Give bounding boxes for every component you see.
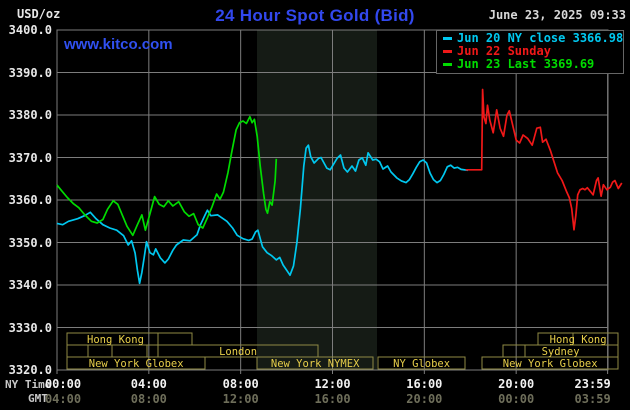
x-axis-ny-time-label: NY Time bbox=[5, 378, 52, 391]
session-label: Hong Kong bbox=[549, 334, 607, 346]
session-label: Sydney bbox=[541, 346, 580, 358]
session-box bbox=[481, 356, 619, 370]
x-axis-label-ny: 04:00 bbox=[130, 377, 167, 391]
session-box bbox=[256, 356, 374, 370]
x-axis-label-gmt: 08:00 bbox=[130, 392, 167, 406]
y-axis-label: 3400.0 bbox=[8, 23, 52, 37]
legend-label: Jun 23 Last 3369.69 bbox=[457, 57, 595, 71]
y-axis-label: 3360.0 bbox=[8, 193, 52, 207]
x-axis-label-ny: 00:00 bbox=[44, 377, 82, 391]
y-axis-label: 3380.0 bbox=[8, 108, 52, 122]
x-axis-label-gmt: 03:59 bbox=[574, 392, 611, 406]
x-axis-label-ny: 08:00 bbox=[222, 377, 259, 391]
x-axis-label-gmt: 04:00 bbox=[44, 392, 82, 406]
y-axis-label: 3350.0 bbox=[8, 235, 52, 250]
x-axis-label-gmt: 00:00 bbox=[498, 392, 535, 406]
x-axis-label-gmt: 12:00 bbox=[222, 392, 259, 406]
session-label: Hong Kong bbox=[87, 334, 144, 346]
legend-row: Jun 20 NY close 3366.98 bbox=[441, 32, 623, 45]
x-axis-label-ny: 12:00 bbox=[314, 377, 351, 391]
session-box bbox=[87, 344, 113, 358]
session-box bbox=[111, 344, 148, 358]
series-line-green bbox=[56, 115, 278, 237]
x-axis-gmt-label: GMT bbox=[28, 392, 48, 405]
x-axis-label-ny: 20:00 bbox=[498, 377, 535, 391]
y-axis-label: 3320.0 bbox=[8, 363, 52, 377]
legend-line-swatch-icon bbox=[443, 37, 452, 40]
series-line-cyan bbox=[56, 144, 469, 285]
x-axis-label-ny: 23:59 bbox=[574, 377, 611, 391]
plot-border bbox=[56, 29, 609, 371]
kitco-watermark-link[interactable]: www.kitco.com bbox=[64, 36, 173, 53]
y-axis-unit-label: USD/oz bbox=[17, 7, 61, 21]
session-label: New York Globex bbox=[88, 358, 184, 370]
session-label: London bbox=[219, 346, 258, 358]
session-label: New York NYMEX bbox=[270, 358, 360, 370]
legend-line-swatch-icon bbox=[443, 63, 452, 66]
series-line-red bbox=[465, 88, 623, 231]
chart-timestamp: June 23, 2025 09:33 bbox=[488, 8, 626, 22]
x-axis-label-gmt: 20:00 bbox=[406, 392, 443, 406]
session-label: NY Globex bbox=[393, 358, 451, 370]
legend: Jun 20 NY close 3366.98 Jun 22 Sunday Jun … bbox=[436, 30, 624, 74]
x-axis-label-ny: 16:00 bbox=[406, 377, 443, 391]
session-box bbox=[66, 344, 89, 358]
session-box bbox=[157, 344, 319, 358]
session-label: New York Globex bbox=[502, 358, 598, 370]
y-axis-label: 3330.0 bbox=[8, 320, 52, 335]
legend-line-swatch-icon bbox=[443, 50, 452, 53]
page-title: 24 Hour Spot Gold (Bid) bbox=[215, 6, 415, 25]
legend-label: Jun 22 Sunday bbox=[457, 44, 551, 58]
x-axis-label-gmt: 16:00 bbox=[314, 392, 351, 406]
y-axis-label: 3340.0 bbox=[8, 278, 52, 292]
legend-row: Jun 22 Sunday bbox=[441, 45, 623, 58]
session-box bbox=[377, 356, 466, 370]
y-axis-label: 3390.0 bbox=[8, 65, 52, 80]
y-axis-label: 3370.0 bbox=[8, 150, 52, 165]
legend-row: Jun 23 Last 3369.69 bbox=[441, 58, 623, 71]
legend-label: Jun 20 NY close 3366.98 bbox=[457, 31, 624, 45]
session-box bbox=[66, 356, 206, 370]
